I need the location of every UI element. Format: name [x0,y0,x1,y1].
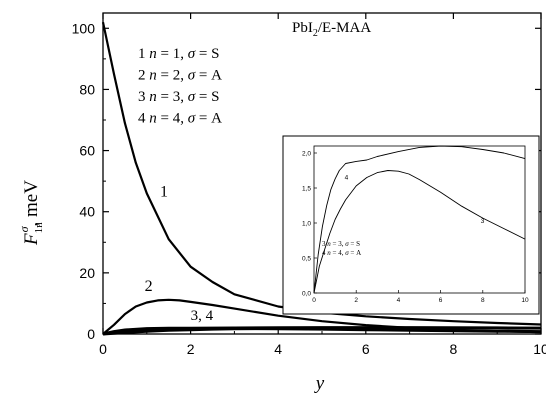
x-tick-label: 8 [450,341,458,357]
inset-frame [313,145,526,294]
inset-x-tick-label: 2 [354,297,358,304]
x-tick-label: 6 [362,341,370,357]
x-tick-label: 2 [187,341,195,357]
series-1-line [101,21,542,326]
inset-legend-entry-4: 4 n = 4, σ = A [322,249,361,257]
series-4-line [102,326,542,336]
series-1-label: 1 [160,183,168,200]
inset-series-3-label: 3 [481,218,485,225]
x-tick-label: 0 [99,341,107,357]
inset-x-tick-label: 0 [312,297,316,304]
series-3-4-label: 3, 4 [191,308,214,324]
legend-entry-3: 3 n = 3, σ = S [138,89,219,105]
inset-y-tick-label: 1,5 [302,186,311,193]
inset-series-3-line [313,170,526,294]
legend-entry-4: 4 n = 4, σ = A [138,111,222,127]
inset-plot: 3 4 0 2 4 6 8 10 0,0 0,5 1,0 1,5 2,0 3 n = 3, σ = S4 … [282,135,540,315]
legend: 1 n = 1, σ = S 2 n = 2, σ = A 3 n = 3, σ =… [138,46,222,127]
inset-x-tick-label: 6 [439,297,443,304]
y-tick-label: 20 [79,265,95,281]
inset-box [282,135,540,315]
y-tick-label: 100 [72,20,96,36]
inset-y-tick-label: 0,5 [302,256,311,263]
y-tick-label: 40 [79,204,95,220]
legend-entry-1: 1 n = 1, σ = S [138,46,219,62]
inset-legend-entry-3: 3 n = 3, σ = S [322,240,360,248]
legend-entry-2: 2 n = 2, σ = A [138,68,222,84]
inset-x-tick-label: 8 [481,297,485,304]
inset-legend: 3 n = 3, σ = S4 n = 4, σ = A [322,240,361,257]
inset-series-4-line [313,145,526,294]
inset-y-tick-label: 0,0 [302,291,311,298]
y-tick-label: 60 [79,143,95,159]
inset-x-tick-label: 10 [521,297,529,304]
x-axis-label: y [314,373,325,394]
inset-x-tick-label: 4 [397,297,401,304]
inset-series-4-label: 4 [345,175,349,182]
y-tick-label: 80 [79,81,95,97]
x-tick-label: 4 [274,341,282,357]
inset-y-tick-label: 2,0 [302,151,311,158]
y-tick-label: 0 [87,326,95,342]
x-tick-label: 10 [533,341,546,357]
y-axis-label: F1nσ, meV [17,180,45,246]
inset-y-tick-label: 1,0 [302,221,311,228]
series-2-label: 2 [145,278,153,295]
chart-title: PbI2/E-MAA [292,20,371,39]
